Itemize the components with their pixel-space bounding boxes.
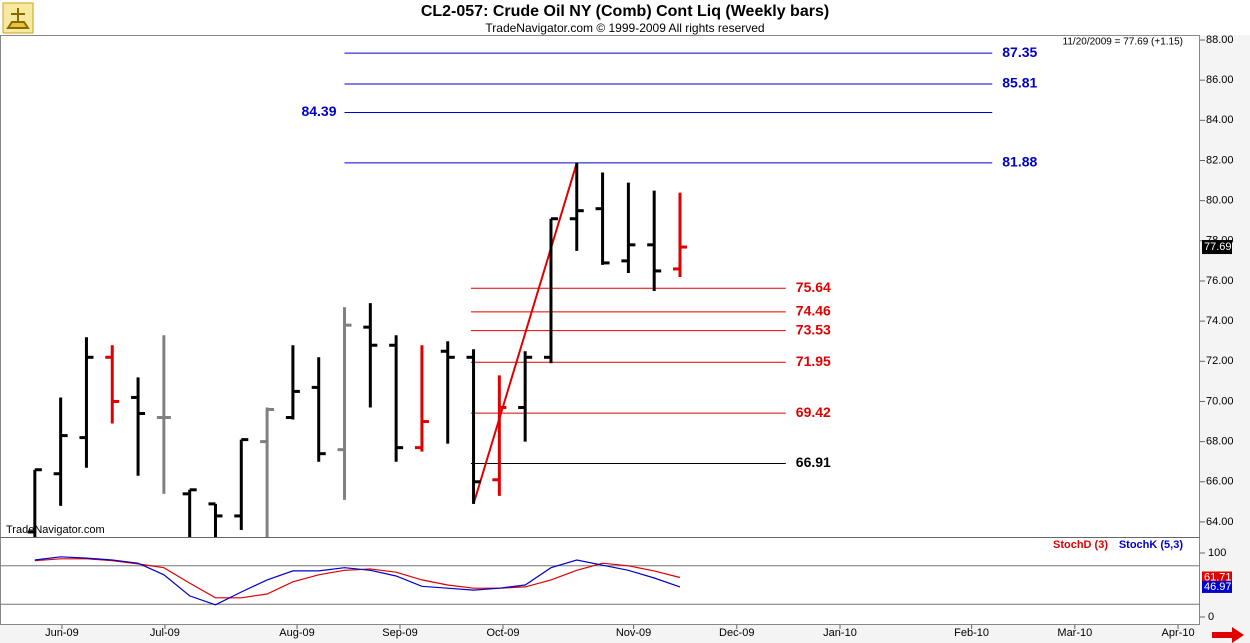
y-tick-label: 68.00 <box>1206 436 1234 448</box>
chart-title: CL2-057: Crude Oil NY (Comb) Cont Liq (W… <box>421 3 829 20</box>
level-label: 75.64 <box>796 279 831 295</box>
level-label: 71.95 <box>796 353 831 369</box>
y-tick-label: 84.00 <box>1206 114 1234 126</box>
y-tick-label: 82.00 <box>1206 154 1234 166</box>
y-tick-label: 88.00 <box>1206 34 1234 46</box>
level-label: 69.42 <box>796 404 831 420</box>
last-price-header: 11/20/2009 = 77.69 (+1.15) <box>1063 37 1183 48</box>
right-axis-panel <box>1200 35 1250 625</box>
y-tick-label: 76.00 <box>1206 275 1234 287</box>
chart-subtitle: TradeNavigator.com © 1999-2009 All right… <box>485 21 764 35</box>
x-tick-label: Jan-10 <box>823 627 857 639</box>
last-value-label: 46.97 <box>1204 581 1232 593</box>
x-tick-label: Apr-10 <box>1162 627 1195 639</box>
x-tick-label: Jun-09 <box>45 627 79 639</box>
x-tick-label: Sep-09 <box>382 627 417 639</box>
x-tick-label: Dec-09 <box>719 627 754 639</box>
level-label: 87.35 <box>1002 44 1037 60</box>
level-label: 66.91 <box>796 454 831 470</box>
x-tick-label: Nov-09 <box>616 627 651 639</box>
y-tick-label: 100 <box>1208 547 1226 559</box>
y-tick-label: 86.00 <box>1206 74 1234 86</box>
price-plot <box>27 52 993 537</box>
y-tick-label: 74.00 <box>1206 315 1234 327</box>
x-tick-label: Oct-09 <box>486 627 519 639</box>
y-tick-label: 72.00 <box>1206 355 1234 367</box>
y-tick-label: 0 <box>1208 611 1214 623</box>
trendline <box>472 162 578 505</box>
y-tick-label: 70.00 <box>1206 395 1234 407</box>
x-tick-label: Feb-10 <box>954 627 989 639</box>
last-value-box <box>1202 571 1232 584</box>
level-label: 84.39 <box>301 103 336 119</box>
x-tick-label: Jul-09 <box>150 627 180 639</box>
stoch-plot <box>0 556 1200 606</box>
last-value-label: 61.71 <box>1204 571 1232 583</box>
x-tick-label: Aug-09 <box>279 627 314 639</box>
scroll-arrow[interactable] <box>1212 627 1244 643</box>
level-label: 74.46 <box>796 303 831 319</box>
level-label: 85.81 <box>1002 75 1037 91</box>
logo <box>2 2 34 34</box>
legend-entry: StochK (5,3) <box>1119 539 1184 551</box>
bottom-axis-panel <box>0 625 1250 643</box>
y-tick-label: 80.00 <box>1206 195 1234 207</box>
level-label: 73.53 <box>796 321 831 337</box>
level-label: 81.88 <box>1002 154 1037 170</box>
last-value-box <box>1202 240 1232 255</box>
y-tick-label: 64.00 <box>1206 516 1234 528</box>
last-value-box <box>1202 580 1232 593</box>
stoch-line <box>34 556 681 606</box>
plot-frame <box>0 35 1200 625</box>
y-tick-label: 66.00 <box>1206 476 1234 488</box>
legend-entry: StochD (3) <box>1053 539 1108 551</box>
watermark: TradeNavigator.com <box>6 524 105 536</box>
x-tick-label: Mar-10 <box>1057 627 1092 639</box>
last-value-label: 77.69 <box>1204 241 1232 253</box>
